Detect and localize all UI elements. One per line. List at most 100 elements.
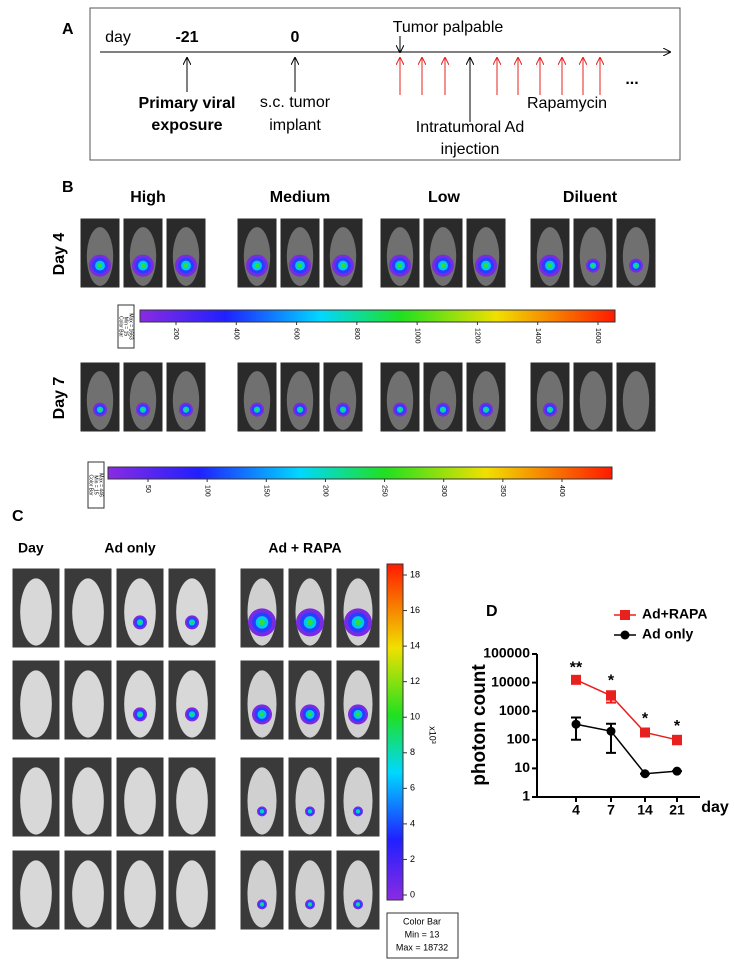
color-bar-legend-text: Max = 1663 bbox=[128, 313, 134, 339]
color-bar-legend-text: Min = 15 bbox=[93, 475, 99, 495]
color-bar-legend-text: Min = 13 bbox=[405, 929, 440, 939]
color-bar-tick-label: 12 bbox=[410, 676, 420, 686]
column-header: Ad only bbox=[104, 540, 156, 556]
signal-blob bbox=[398, 408, 402, 411]
mouse-body bbox=[176, 860, 208, 928]
panel-label: C bbox=[12, 508, 24, 525]
panel-label: B bbox=[62, 179, 74, 196]
event-label: exposure bbox=[151, 117, 222, 134]
color-bar-tick-label: 350 bbox=[499, 485, 506, 497]
mouse-body bbox=[176, 670, 208, 738]
y-tick-label: 10000 bbox=[491, 673, 530, 689]
color-bar-tick-label: 4 bbox=[410, 818, 415, 828]
color-bar-tick-label: 200 bbox=[172, 328, 179, 340]
y-tick-label: 100000 bbox=[483, 645, 530, 661]
color-bar-tick-label: 1000 bbox=[413, 328, 420, 344]
signal-blob bbox=[357, 903, 359, 906]
event-label: Rapamycin bbox=[527, 95, 607, 112]
color-bar-tick-label: 14 bbox=[410, 640, 420, 650]
mouse-body bbox=[20, 578, 52, 646]
color-bar-tick-label: 1200 bbox=[474, 328, 481, 344]
mouse-body bbox=[247, 767, 277, 835]
color-bar-legend bbox=[117, 304, 135, 349]
y-tick-label: 100 bbox=[507, 731, 531, 747]
mouse-body bbox=[86, 371, 114, 430]
signal-blob bbox=[138, 713, 142, 716]
mouse-body bbox=[295, 767, 325, 835]
x-axis-label: day bbox=[701, 799, 729, 816]
legend-marker bbox=[620, 610, 630, 620]
group-header: Medium bbox=[270, 189, 330, 206]
row-label: Day 7 bbox=[51, 377, 68, 420]
mouse-body bbox=[472, 371, 500, 430]
signal-blob bbox=[397, 263, 403, 268]
mouse-body bbox=[343, 670, 373, 738]
mouse-body bbox=[124, 767, 156, 835]
marker bbox=[672, 766, 682, 776]
row-label: Day 4 bbox=[51, 233, 68, 276]
color-bar-tick-label: 400 bbox=[232, 328, 239, 340]
series-line bbox=[575, 679, 678, 741]
marker bbox=[606, 726, 616, 736]
marker bbox=[640, 769, 650, 779]
signal-blob bbox=[261, 903, 263, 906]
color-bar bbox=[107, 466, 613, 480]
color-bar-tick-label: 0 bbox=[410, 889, 415, 899]
signal-blob bbox=[140, 263, 146, 268]
significance: * bbox=[608, 672, 615, 689]
timeline-day: day bbox=[105, 29, 131, 46]
mouse-body bbox=[536, 371, 564, 430]
signal-blob bbox=[255, 408, 259, 411]
color-bar-tick-label: 1400 bbox=[534, 328, 541, 344]
color-bar-tick-label: 200 bbox=[322, 485, 329, 497]
mouse-body bbox=[124, 670, 156, 738]
legend-label: Ad+RAPA bbox=[642, 606, 707, 622]
signal-blob bbox=[183, 263, 189, 268]
color-bar-legend-text: Color Bar bbox=[88, 474, 94, 495]
signal-blob bbox=[308, 712, 312, 717]
signal-blob bbox=[190, 621, 194, 624]
panel-label: D bbox=[486, 603, 498, 620]
mouse-body bbox=[386, 371, 414, 430]
mouse-body bbox=[72, 578, 104, 646]
signal-blob bbox=[340, 263, 346, 268]
mouse-body bbox=[129, 371, 157, 430]
signal-blob bbox=[254, 263, 260, 268]
signal-blob bbox=[307, 619, 313, 626]
column-header: Day bbox=[18, 540, 44, 556]
significance: * bbox=[642, 711, 649, 728]
mouse-body bbox=[286, 371, 314, 430]
panel-a-frame bbox=[89, 7, 681, 161]
signal-blob bbox=[261, 810, 263, 813]
marker bbox=[571, 719, 581, 729]
event-label: Primary viral bbox=[139, 95, 236, 112]
signal-blob bbox=[309, 903, 311, 906]
mouse-body bbox=[579, 227, 607, 286]
mouse-body bbox=[176, 767, 208, 835]
mouse-body bbox=[247, 860, 277, 928]
signal-blob bbox=[341, 408, 345, 411]
color-bar-tick-label: 150 bbox=[262, 485, 269, 497]
event-label: ... bbox=[625, 71, 638, 88]
mouse-body bbox=[622, 371, 650, 430]
color-bar-tick-label: 1600 bbox=[594, 328, 601, 344]
signal-blob bbox=[184, 408, 188, 411]
mouse-body bbox=[176, 578, 208, 646]
signal-blob bbox=[634, 264, 638, 267]
y-axis-label: photon count bbox=[469, 664, 490, 786]
color-bar-legend-text: Color Bar bbox=[403, 916, 441, 926]
color-bar-legend-text: Max = 446 bbox=[98, 473, 104, 497]
y-tick-label: 1 bbox=[522, 788, 530, 804]
signal-blob bbox=[357, 810, 359, 813]
mouse-body bbox=[172, 371, 200, 430]
legend-label: Ad only bbox=[642, 626, 694, 642]
group-header: Diluent bbox=[563, 189, 618, 206]
color-bar-legend-text: Color Bar bbox=[118, 316, 124, 337]
signal-blob bbox=[440, 263, 446, 268]
signal-blob bbox=[309, 810, 311, 813]
color-bar-legend-text: Max = 18732 bbox=[396, 942, 448, 952]
mouse-body bbox=[429, 371, 457, 430]
signal-blob bbox=[259, 619, 265, 626]
event-label: implant bbox=[269, 117, 321, 134]
mouse-body bbox=[343, 860, 373, 928]
